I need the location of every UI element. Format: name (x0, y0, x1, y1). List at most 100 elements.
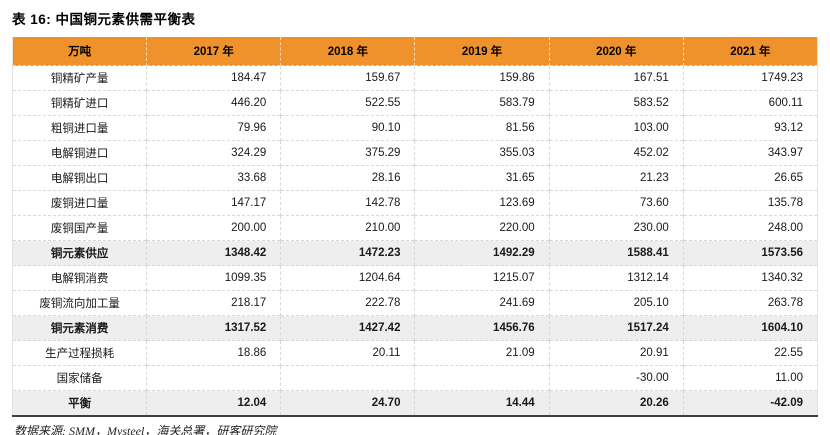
cell-value: 210.00 (280, 215, 415, 241)
cell-value: 103.00 (548, 115, 684, 141)
cell-value: 1517.24 (548, 315, 684, 341)
cell-value: 79.96 (146, 115, 281, 141)
cell-value: 123.69 (414, 190, 550, 216)
cell-value: 33.68 (146, 165, 281, 191)
data-source: 数据来源: SMM，Mysteel，海关总署，研客研究院 (12, 422, 818, 435)
cell-value: 73.60 (548, 190, 684, 216)
table-row: 铜精矿进口 446.20 522.55 583.79 583.52 600.11 (12, 90, 818, 116)
cell-value: 1340.32 (682, 265, 818, 291)
cell-value: 90.10 (280, 115, 415, 141)
cell-value: 81.56 (414, 115, 550, 141)
table-row: 电解铜进口 324.29 375.29 355.03 452.02 343.97 (12, 140, 818, 166)
cell-value: 12.04 (146, 390, 281, 416)
table-row: 铜元素供应 1348.42 1472.23 1492.29 1588.41 1573.56 (12, 240, 818, 266)
cell-value: 583.79 (414, 90, 550, 116)
row-label: 电解铜进口 (12, 140, 147, 166)
cell-value: 355.03 (414, 140, 550, 166)
cell-value: 230.00 (548, 215, 684, 241)
cell-value: 18.86 (146, 340, 281, 366)
cell-value: 1749.23 (682, 65, 818, 91)
cell-value: 159.86 (414, 65, 550, 91)
cell-value: 324.29 (146, 140, 281, 166)
cell-value: 205.10 (548, 290, 684, 316)
table-row: 国家储备 -30.00 11.00 (12, 365, 818, 391)
cell-value: 600.11 (682, 90, 818, 116)
cell-value: 200.00 (146, 215, 281, 241)
cell-value: 446.20 (146, 90, 281, 116)
header-cell-2017: 2017 年 (146, 37, 281, 66)
header-cell-2021: 2021 年 (682, 37, 818, 66)
table-row: 电解铜出口 33.68 28.16 31.65 21.23 26.65 (12, 165, 818, 191)
supply-demand-balance-table: 万吨 2017 年 2018 年 2019 年 2020 年 2021 年 铜精… (12, 37, 818, 417)
data-source-highlight: Mysteel (107, 424, 145, 435)
cell-value: 375.29 (280, 140, 415, 166)
row-label: 生产过程损耗 (12, 340, 147, 366)
table-body: 铜精矿产量 184.47 159.67 159.86 167.51 1749.23 铜精矿进… (12, 65, 818, 416)
cell-value (146, 365, 281, 391)
cell-value: 222.78 (280, 290, 415, 316)
cell-value: 93.12 (682, 115, 818, 141)
header-row: 万吨 2017 年 2018 年 2019 年 2020 年 2021 年 (12, 37, 818, 66)
cell-value: 452.02 (548, 140, 684, 166)
table-row: 电解铜消费 1099.35 1204.64 1215.07 1312.14 1340.32 (12, 265, 818, 291)
header-cell-unit: 万吨 (12, 37, 147, 66)
table-title: 表 16: 中国铜元素供需平衡表 (12, 12, 196, 27)
table-row: 铜元素消费 1317.52 1427.42 1456.76 1517.24 1604.10 (12, 315, 818, 341)
row-label: 粗铜进口量 (12, 115, 147, 141)
cell-value (280, 365, 415, 391)
row-label: 废铜流向加工量 (12, 290, 147, 316)
cell-value: 22.55 (682, 340, 818, 366)
table-row: 废铜国产量 200.00 210.00 220.00 230.00 248.00 (12, 215, 818, 241)
cell-value (414, 365, 550, 391)
row-label: 平衡 (12, 390, 147, 416)
table-row: 废铜流向加工量 218.17 222.78 241.69 205.10 263.78 (12, 290, 818, 316)
cell-value: 241.69 (414, 290, 550, 316)
cell-value: 1492.29 (414, 240, 550, 266)
cell-value: 184.47 (146, 65, 281, 91)
cell-value: 1472.23 (280, 240, 415, 266)
cell-value: 1215.07 (414, 265, 550, 291)
cell-value: 20.26 (548, 390, 684, 416)
table-header: 万吨 2017 年 2018 年 2019 年 2020 年 2021 年 (12, 37, 818, 66)
table-row: 平衡 12.04 24.70 14.44 20.26 -42.09 (12, 390, 818, 416)
cell-value: 135.78 (682, 190, 818, 216)
cell-value: 31.65 (414, 165, 550, 191)
cell-value: 1317.52 (146, 315, 281, 341)
cell-value: 167.51 (548, 65, 684, 91)
cell-value: 24.70 (280, 390, 415, 416)
table-row: 生产过程损耗 18.86 20.11 21.09 20.91 22.55 (12, 340, 818, 366)
cell-value: 522.55 (280, 90, 415, 116)
header-cell-2020: 2020 年 (548, 37, 684, 66)
cell-value: 1573.56 (682, 240, 818, 266)
row-label: 废铜进口量 (12, 190, 147, 216)
row-label: 铜元素消费 (12, 315, 147, 341)
cell-value: 1604.10 (682, 315, 818, 341)
cell-value: 21.23 (548, 165, 684, 191)
cell-value: 1348.42 (146, 240, 281, 266)
cell-value: 248.00 (682, 215, 818, 241)
cell-value: -42.09 (682, 390, 818, 416)
cell-value: 21.09 (414, 340, 550, 366)
data-source-suffix: ，海关总署，研客研究院 (144, 424, 277, 435)
header-cell-2018: 2018 年 (280, 37, 415, 66)
row-label: 废铜国产量 (12, 215, 147, 241)
cell-value: 14.44 (414, 390, 550, 416)
table-row: 粗铜进口量 79.96 90.10 81.56 103.00 93.12 (12, 115, 818, 141)
cell-value: 1456.76 (414, 315, 550, 341)
cell-value: 1099.35 (146, 265, 281, 291)
cell-value: 343.97 (682, 140, 818, 166)
cell-value: 26.65 (682, 165, 818, 191)
data-source-prefix: 数据来源: SMM， (14, 424, 107, 435)
cell-value: -30.00 (548, 365, 684, 391)
table-row: 废铜进口量 147.17 142.78 123.69 73.60 135.78 (12, 190, 818, 216)
cell-value: 1588.41 (548, 240, 684, 266)
cell-value: 583.52 (548, 90, 684, 116)
header-cell-2019: 2019 年 (414, 37, 550, 66)
cell-value: 1204.64 (280, 265, 415, 291)
row-label: 电解铜消费 (12, 265, 147, 291)
cell-value: 1312.14 (548, 265, 684, 291)
row-label: 铜元素供应 (12, 240, 147, 266)
cell-value: 20.91 (548, 340, 684, 366)
row-label: 电解铜出口 (12, 165, 147, 191)
